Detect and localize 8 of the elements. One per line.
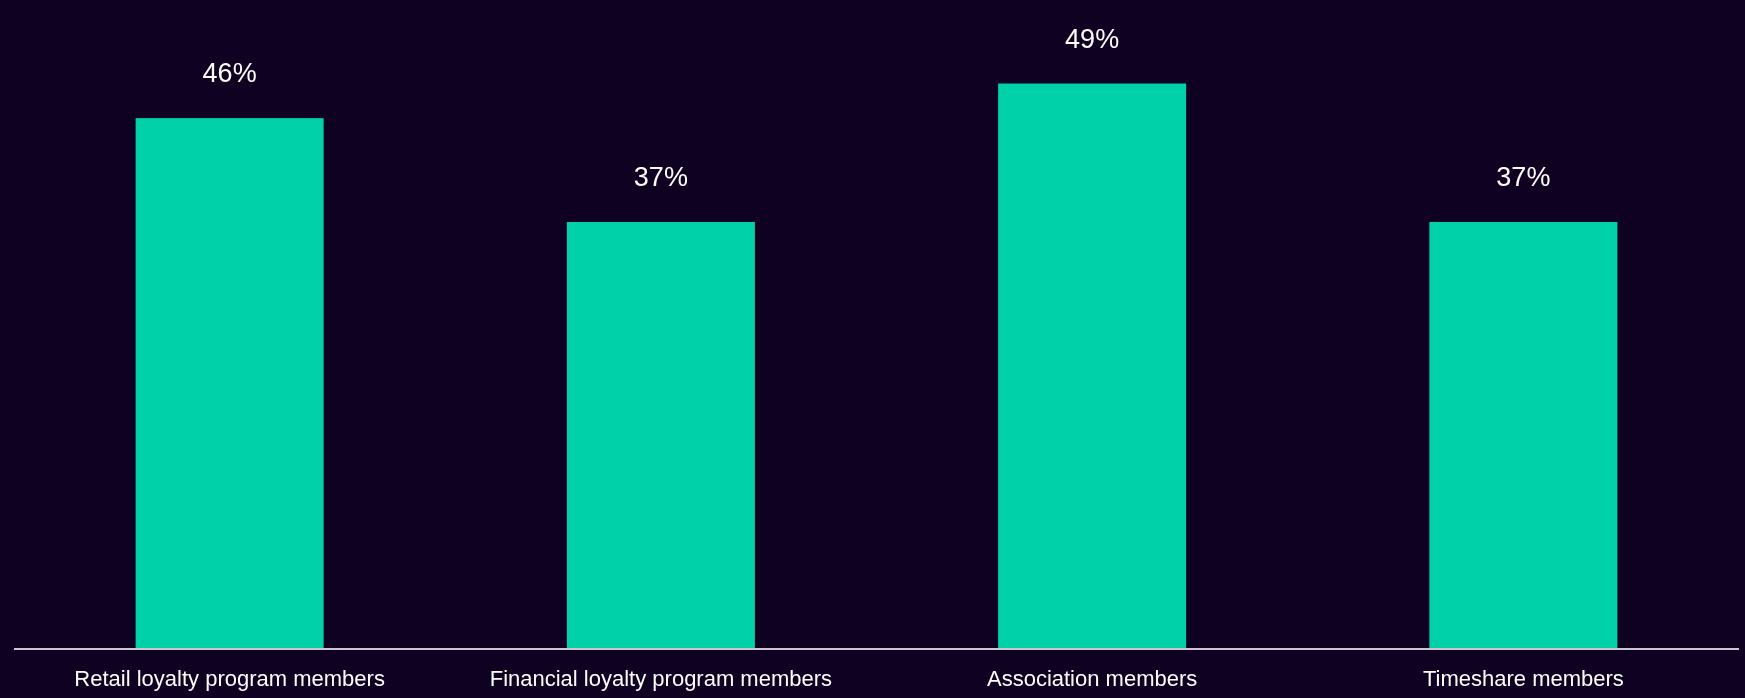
data-label: 49% (1065, 23, 1120, 54)
x-tick-label: Timeshare members (1422, 666, 1624, 691)
x-tick-label: Retail loyalty program members (74, 666, 385, 691)
x-tick-label: Association members (986, 666, 1198, 691)
data-label: 37% (633, 162, 688, 192)
data-label: 37% (1496, 162, 1551, 192)
data-label: 46% (202, 58, 257, 89)
x-tick-label: Financial loyalty program members (489, 666, 833, 691)
